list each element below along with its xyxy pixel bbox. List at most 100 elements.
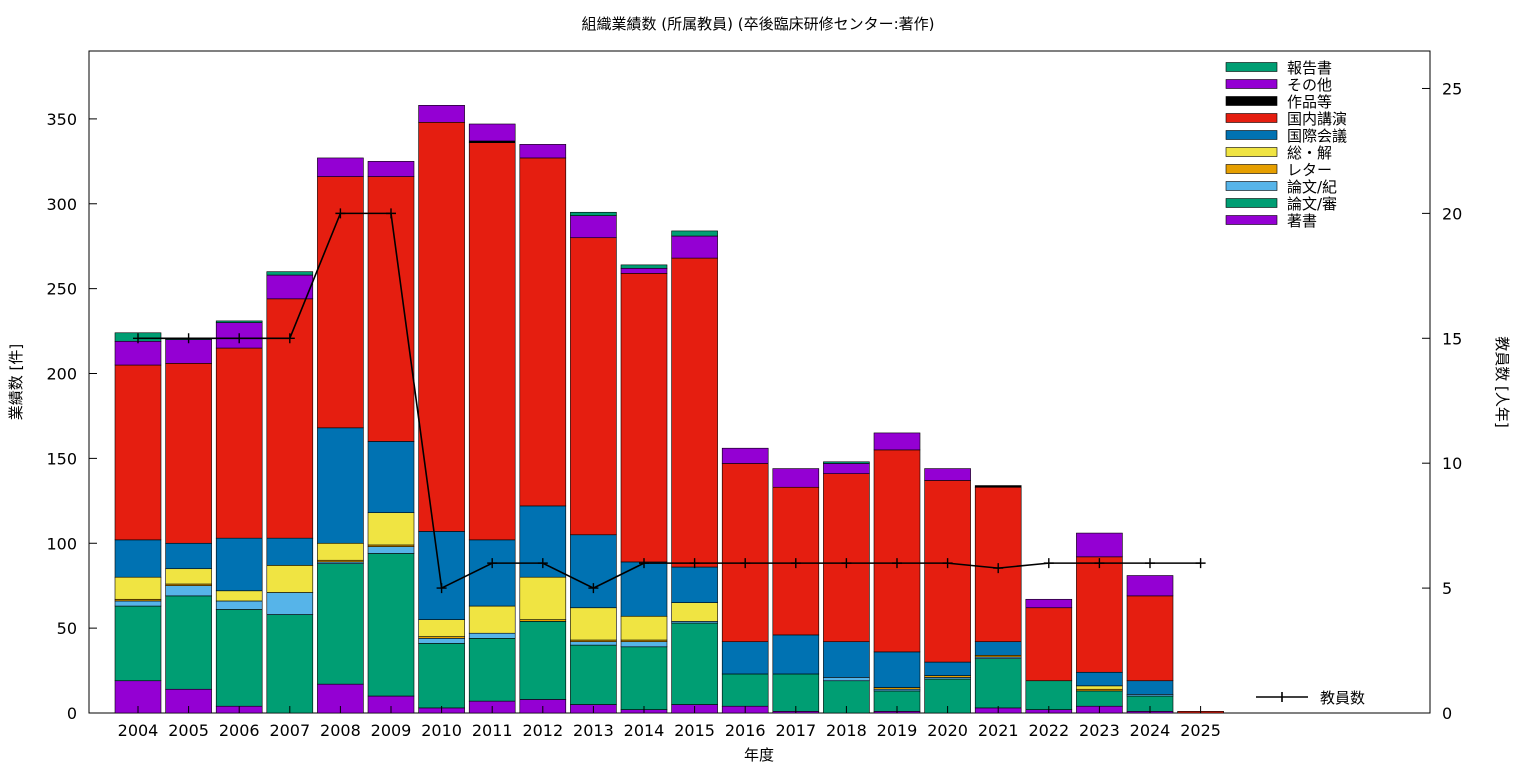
bar-segment bbox=[924, 480, 971, 663]
bar-segment bbox=[367, 161, 415, 177]
bar-segment bbox=[873, 651, 921, 688]
line-point bbox=[183, 333, 194, 344]
bar-segment bbox=[266, 565, 314, 593]
bar-segment bbox=[570, 607, 617, 641]
line-point bbox=[588, 583, 599, 594]
x-tick-label: 2017 bbox=[775, 721, 816, 740]
bar-segment bbox=[671, 566, 718, 603]
line-point bbox=[133, 333, 143, 344]
bar-segment bbox=[266, 592, 314, 615]
x-tick-label: 2024 bbox=[1130, 721, 1171, 740]
bar-segment bbox=[215, 537, 263, 592]
line-point bbox=[284, 333, 295, 344]
x-tick-label: 2015 bbox=[674, 721, 715, 740]
bar-segment bbox=[620, 641, 668, 648]
bar-segment bbox=[317, 542, 364, 561]
legend-swatch bbox=[1225, 113, 1278, 123]
bar-segment bbox=[671, 602, 718, 622]
bar-segment bbox=[974, 485, 1022, 488]
y-axis-label: 業績数 [件] bbox=[7, 344, 25, 420]
bar-segment bbox=[570, 641, 617, 646]
bar-segment bbox=[823, 677, 870, 682]
bar-segment bbox=[418, 643, 465, 709]
legend-label: 作品等 bbox=[1287, 93, 1332, 111]
bar-segment bbox=[165, 568, 212, 585]
y2-tick-label: 5 bbox=[1442, 579, 1452, 598]
bar-segment bbox=[215, 609, 263, 707]
bars-layer bbox=[114, 105, 1224, 714]
y-tick-label: 300 bbox=[46, 195, 77, 214]
line-point bbox=[436, 583, 447, 594]
bar-segment bbox=[1025, 598, 1073, 609]
line-point bbox=[790, 558, 801, 569]
bar-segment bbox=[165, 585, 212, 597]
bar-segment bbox=[1076, 690, 1123, 707]
legend-swatch bbox=[1225, 79, 1278, 89]
bar-segment bbox=[114, 539, 162, 578]
x-tick-label: 2008 bbox=[320, 721, 361, 740]
legend-label: レター bbox=[1287, 161, 1332, 179]
line-point bbox=[335, 208, 346, 219]
bar-segment bbox=[974, 641, 1022, 656]
legend-swatch bbox=[1225, 96, 1278, 106]
bar-segment bbox=[1076, 671, 1123, 687]
bar-segment bbox=[873, 432, 921, 451]
bar-segment bbox=[671, 235, 718, 259]
line-point bbox=[1043, 558, 1054, 569]
y-tick-label: 200 bbox=[46, 365, 77, 384]
line-point bbox=[537, 558, 548, 569]
legend-label: 論文/審 bbox=[1287, 195, 1337, 213]
bar-segment bbox=[721, 463, 769, 643]
x-tick-label: 2025 bbox=[1180, 721, 1221, 740]
line-point bbox=[841, 558, 852, 569]
bar-segment bbox=[620, 264, 668, 269]
bar-segment bbox=[114, 340, 162, 366]
bar-segment bbox=[1025, 680, 1073, 710]
line-point bbox=[892, 558, 902, 569]
bar-segment bbox=[721, 641, 769, 675]
bar-segment bbox=[519, 157, 567, 507]
bar-segment bbox=[468, 123, 516, 142]
bar-segment bbox=[165, 595, 212, 690]
bar-segment bbox=[620, 561, 668, 617]
bar-segment bbox=[114, 605, 162, 682]
x-tick-label: 2009 bbox=[371, 721, 412, 740]
x-tick-label: 2022 bbox=[1028, 721, 1069, 740]
x-tick-label: 2011 bbox=[472, 721, 513, 740]
line-point bbox=[639, 558, 649, 569]
bar-segment bbox=[974, 658, 1022, 709]
bar-segment bbox=[873, 449, 921, 653]
bar-segment bbox=[1076, 685, 1123, 690]
legend-label: 論文/紀 bbox=[1287, 178, 1337, 196]
bar-segment bbox=[317, 157, 364, 177]
bar-segment bbox=[468, 632, 516, 639]
bar-segment bbox=[570, 211, 617, 216]
bar-segment bbox=[418, 105, 465, 123]
legend-label: その他 bbox=[1287, 76, 1332, 94]
bar-segment bbox=[519, 144, 567, 159]
bar-segment bbox=[671, 230, 718, 237]
bar-segment bbox=[468, 539, 516, 607]
bar-segment bbox=[1025, 607, 1073, 682]
bar-segment bbox=[165, 542, 212, 570]
bar-segment bbox=[570, 534, 617, 609]
y2-tick-label: 15 bbox=[1442, 329, 1462, 348]
bar-segment bbox=[620, 273, 668, 563]
x-tick-label: 2004 bbox=[118, 721, 159, 740]
line-point bbox=[234, 333, 245, 344]
y2-tick-label: 10 bbox=[1442, 454, 1462, 473]
bar-segment bbox=[823, 473, 870, 643]
legend-label: 国内講演 bbox=[1287, 110, 1347, 128]
x-tick-label: 2007 bbox=[269, 721, 310, 740]
legend-label: 著書 bbox=[1287, 212, 1317, 230]
bar-segment bbox=[317, 563, 364, 685]
bar-segment bbox=[418, 619, 465, 637]
x-tick-label: 2019 bbox=[877, 721, 918, 740]
bar-segment bbox=[721, 673, 769, 707]
bar-segment bbox=[215, 590, 263, 602]
x-tick-label: 2012 bbox=[522, 721, 563, 740]
bar-segment bbox=[266, 614, 314, 714]
bar-segment bbox=[620, 646, 668, 710]
x-tick-label: 2010 bbox=[421, 721, 462, 740]
